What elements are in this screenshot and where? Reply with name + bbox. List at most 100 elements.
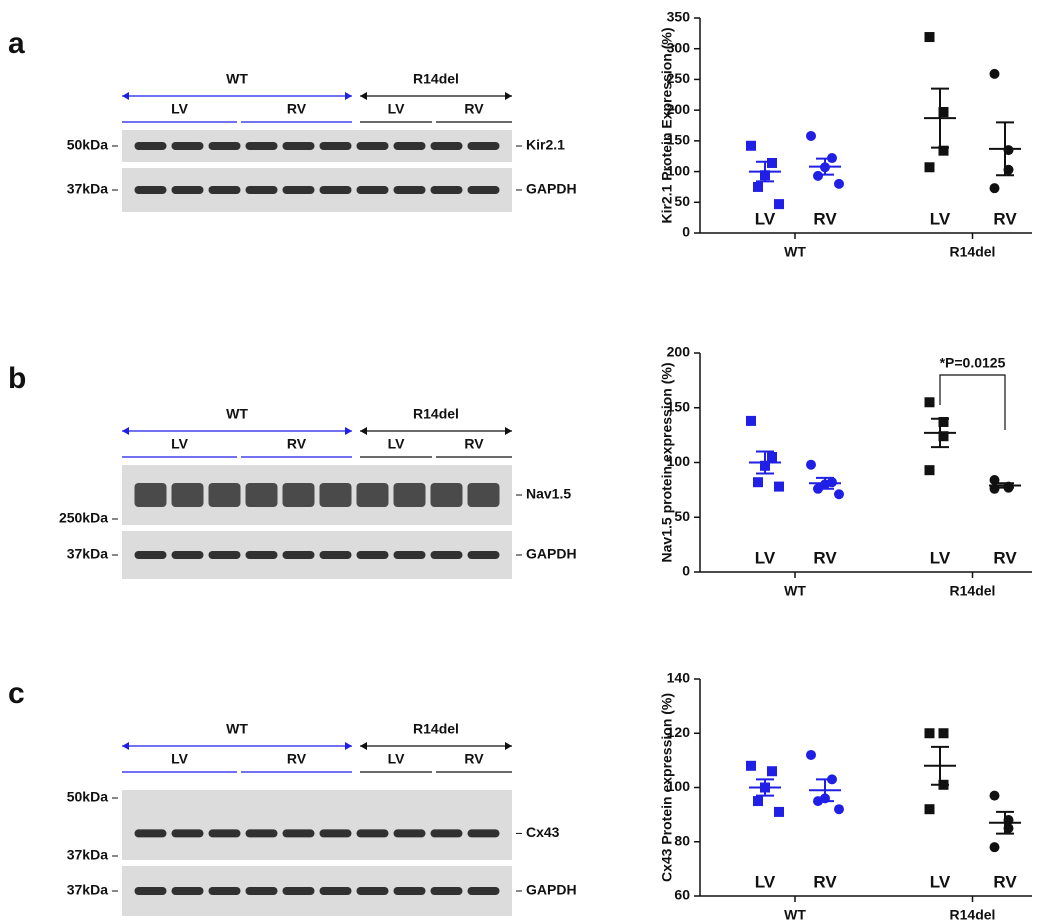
point (760, 782, 770, 793)
y-tick-label: 150 (667, 132, 691, 148)
blot-band (467, 829, 500, 838)
point (1003, 482, 1014, 493)
point (806, 130, 816, 141)
point (989, 842, 1000, 853)
point (938, 728, 949, 739)
lane-label: LV (171, 751, 189, 767)
y-tick-label: 140 (667, 670, 691, 686)
y-tick-label: 300 (667, 39, 691, 55)
blot-band (430, 887, 463, 895)
marker-label: 37kDa (67, 181, 108, 197)
marker-label: 50kDa (67, 137, 108, 153)
blot-band (356, 829, 389, 838)
marker-label: 250kDa (59, 510, 108, 526)
point (924, 804, 935, 815)
group-label: R14del (413, 721, 459, 737)
y-tick-label: 120 (667, 724, 691, 740)
group-label: WT (226, 406, 248, 422)
point (924, 728, 935, 739)
point (924, 397, 935, 408)
arrow-head (505, 742, 512, 750)
y-tick-label: 0 (682, 224, 690, 240)
blot-band (282, 551, 315, 559)
blot-band (393, 551, 426, 559)
point (774, 199, 784, 210)
x-category-label: LV (930, 209, 951, 228)
point (753, 181, 763, 192)
x-category-label: RV (813, 872, 837, 891)
blot-band (430, 551, 463, 559)
blot-band (134, 142, 167, 150)
point (834, 489, 844, 500)
lane-label: RV (464, 101, 484, 117)
y-axis-label: Cx43 Protein expression (%) (659, 693, 675, 882)
blot-band (356, 186, 389, 194)
point (760, 170, 770, 181)
blot-band (171, 551, 204, 559)
y-tick-label: 50 (674, 193, 690, 209)
point (834, 178, 844, 189)
y-tick-label: 200 (667, 101, 691, 117)
arrow-head (505, 92, 512, 100)
lane-label: LV (388, 101, 406, 117)
point (753, 796, 763, 807)
x-category-label: RV (993, 548, 1017, 567)
point (746, 760, 756, 771)
arrow-head (360, 92, 367, 100)
blot-band (134, 186, 167, 194)
blot-band (245, 887, 278, 895)
x-category-label: RV (813, 548, 837, 567)
point (924, 465, 935, 476)
blot-band (467, 551, 500, 559)
lane-label: RV (464, 751, 484, 767)
blot-band (282, 483, 315, 507)
group-label: R14del (950, 907, 996, 923)
point (989, 183, 1000, 194)
blot-strip (122, 790, 512, 860)
y-tick-label: 0 (682, 563, 690, 579)
group-label: WT (226, 721, 248, 737)
y-tick-label: 200 (667, 344, 691, 360)
y-tick-label: 100 (667, 162, 691, 178)
annotation: *P=0.0125 (940, 355, 1006, 371)
band-label: GAPDH (526, 882, 577, 898)
y-tick-label: 150 (667, 398, 691, 414)
blot-band (171, 186, 204, 194)
lane-label: LV (171, 436, 189, 452)
x-category-label: RV (993, 872, 1017, 891)
blot-band (171, 829, 204, 838)
blot-band (467, 186, 500, 194)
x-category-label: LV (930, 872, 951, 891)
x-category-label: LV (930, 548, 951, 567)
lane-label: RV (287, 436, 307, 452)
blot-band (356, 142, 389, 150)
group-label: WT (784, 244, 806, 260)
blot-band (319, 551, 352, 559)
point (989, 68, 1000, 79)
group-label: WT (226, 71, 248, 87)
band-label: Nav1.5 (526, 486, 571, 502)
point (746, 415, 756, 426)
point (938, 416, 949, 427)
blot-band (134, 887, 167, 895)
arrow-head (345, 92, 352, 100)
point (1003, 823, 1014, 834)
point (813, 796, 823, 807)
arrow-head (505, 427, 512, 435)
point (827, 774, 837, 785)
lane-label: LV (171, 101, 189, 117)
band-label: Kir2.1 (526, 137, 565, 153)
blot-band (134, 483, 167, 507)
blot-band (282, 887, 315, 895)
point (806, 459, 816, 470)
blot-band (245, 483, 278, 507)
y-axis-label: Kir2.1 Protein Expression (%) (659, 27, 675, 223)
blot-band (245, 186, 278, 194)
x-category-label: RV (813, 209, 837, 228)
panel-letter: a (8, 27, 25, 60)
blot-band (393, 887, 426, 895)
point (989, 483, 1000, 494)
arrow-head (122, 92, 129, 100)
band-label: Cx43 (526, 824, 560, 840)
blot-band (393, 142, 426, 150)
